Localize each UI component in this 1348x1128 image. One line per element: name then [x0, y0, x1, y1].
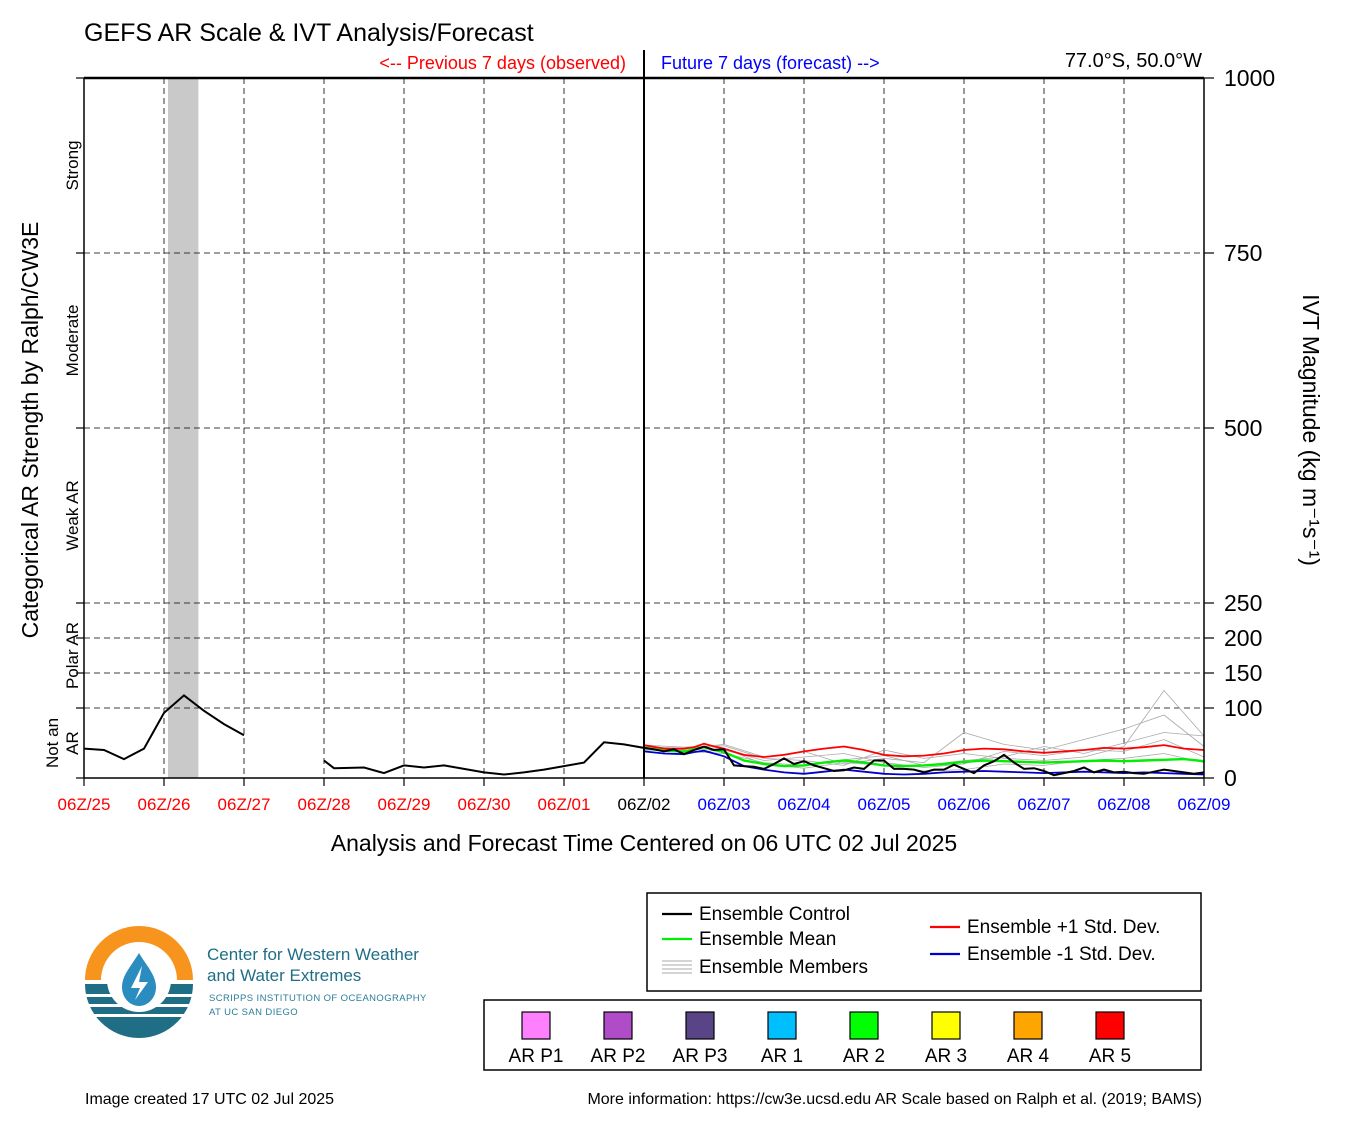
category-label: Not an	[43, 718, 62, 768]
ar-highlight-band	[168, 78, 199, 778]
series-layer	[83, 694, 1205, 777]
ar-scale-swatch	[1095, 1011, 1125, 1040]
x-tick-label: 06Z/02	[618, 795, 671, 814]
ar-scale-swatch	[521, 1011, 551, 1040]
x-tick-label: 06Z/06	[938, 795, 991, 814]
ar-scale-swatch	[603, 1011, 633, 1040]
ar-scale-label: AR P1	[509, 1046, 564, 1067]
x-tick-label: 06Z/28	[298, 795, 351, 814]
ar-scale-label: AR 4	[1007, 1046, 1050, 1067]
legend-label: Ensemble Mean	[699, 929, 836, 950]
y-tick-label: 1000	[1224, 65, 1275, 91]
y-tick-label: 250	[1224, 590, 1262, 616]
x-tick-label: 06Z/09	[1178, 795, 1231, 814]
image-created-note: Image created 17 UTC 02 Jul 2025	[85, 1091, 334, 1108]
y-tick-label: 150	[1224, 660, 1262, 686]
x-tick-label: 06Z/03	[698, 795, 751, 814]
ar-scale-label: AR 5	[1089, 1046, 1131, 1067]
y-tick-label: 750	[1224, 240, 1262, 266]
ensemble-control-line	[643, 745, 1205, 777]
cw3e-logo: Center for Western Weather and Water Ext…	[85, 926, 427, 1038]
x-tick-label: 06Z/26	[138, 795, 191, 814]
axes-layer	[76, 50, 1214, 786]
legend-label: Ensemble -1 Std. Dev.	[967, 944, 1156, 965]
category-label: Strong	[63, 140, 82, 190]
x-tick-label: 06Z/05	[858, 795, 911, 814]
ensemble-legend	[646, 892, 1202, 992]
logo-name-line2: and Water Extremes	[207, 966, 361, 985]
x-tick-labels: 06Z/25 06Z/26 06Z/27 06Z/28 06Z/29 06Z/30 06Z/…	[58, 795, 1231, 814]
x-tick-label: 06Z/29	[378, 795, 431, 814]
ar-scale-swatch	[931, 1011, 961, 1040]
ensemble-1-std-dev-line	[643, 742, 1205, 758]
x-tick-label: 06Z/08	[1098, 795, 1151, 814]
chart-title: GEFS AR Scale & IVT Analysis/Forecast	[84, 19, 534, 47]
ensemble-control-line	[323, 741, 645, 776]
category-label: Weak AR	[63, 480, 82, 551]
ar-scale-label: AR P3	[673, 1046, 728, 1067]
ensemble-member-line	[643, 689, 1205, 766]
ar-scale-label: AR 2	[843, 1046, 885, 1067]
right-axis-label: IVT Magnitude (kg m⁻¹s⁻¹)	[1298, 294, 1324, 566]
y-tick-label: 200	[1224, 625, 1262, 651]
x-tick-label: 06Z/04	[778, 795, 831, 814]
y-tick-label: 100	[1224, 695, 1262, 721]
left-axis-label: Categorical AR Strength by Ralph/CW3E	[17, 222, 43, 639]
ensemble-legend-items: Ensemble Control Ensemble Mean Ensemble Me…	[662, 904, 1160, 978]
ar-scale-label: AR P2	[591, 1046, 646, 1067]
more-info-note: More information: https://cw3e.ucsd.edu …	[587, 1091, 1202, 1108]
ensemble-1-std-dev-line	[643, 749, 1205, 776]
category-label: AR	[63, 731, 82, 755]
x-tick-label: 06Z/01	[538, 795, 591, 814]
x-tick-label: 06Z/07	[1018, 795, 1071, 814]
ar-scale-swatch	[767, 1011, 797, 1040]
cw3e-logo-emblem	[85, 926, 193, 1038]
logo-sub-line1: SCRIPPS INSTITUTION OF OCEANOGRAPHY	[209, 993, 427, 1004]
ar-scale-label: AR 1	[761, 1046, 803, 1067]
location-label: 77.0°S, 50.0°W	[1065, 50, 1202, 72]
category-label: Moderate	[63, 305, 82, 377]
ar-highlight-layer	[168, 78, 199, 778]
x-tick-label: 06Z/25	[58, 795, 111, 814]
legend-label: Ensemble +1 Std. Dev.	[967, 917, 1160, 938]
ensemble-member-line	[643, 714, 1205, 765]
ar-scale-swatch	[849, 1011, 879, 1040]
y-tick-labels: 0 100 150 200 250 500 750 1000	[1224, 65, 1275, 791]
legend-label: Ensemble Members	[699, 957, 868, 978]
ar-scale-swatch	[1013, 1011, 1043, 1040]
y-tick-label: 0	[1224, 765, 1237, 791]
y-tick-label: 500	[1224, 415, 1262, 441]
logo-name-line1: Center for Western Weather	[207, 945, 419, 964]
x-tick-label: 06Z/30	[458, 795, 511, 814]
ar-scale-items: AR P1 AR P2 AR P3 AR 1 AR 2 AR 3 AR 4 AR 5	[509, 1011, 1131, 1067]
category-label: Polar AR	[63, 622, 82, 689]
ar-scale-label: AR 3	[925, 1046, 967, 1067]
x-axis-label: Analysis and Forecast Time Centered on 0…	[331, 830, 957, 856]
ensemble-control-line	[83, 694, 245, 761]
future-days-label: Future 7 days (forecast) -->	[661, 53, 880, 73]
x-tick-label: 06Z/27	[218, 795, 271, 814]
logo-sub-line2: AT UC SAN DIEGO	[209, 1007, 298, 1018]
previous-days-label: <-- Previous 7 days (observed)	[379, 53, 626, 73]
legend-label: Ensemble Control	[699, 904, 850, 925]
category-labels: Not an AR Polar AR Weak AR Moderate Strong	[43, 140, 82, 768]
ar-scale-swatch	[685, 1011, 715, 1040]
lightning-icon	[131, 966, 148, 1000]
